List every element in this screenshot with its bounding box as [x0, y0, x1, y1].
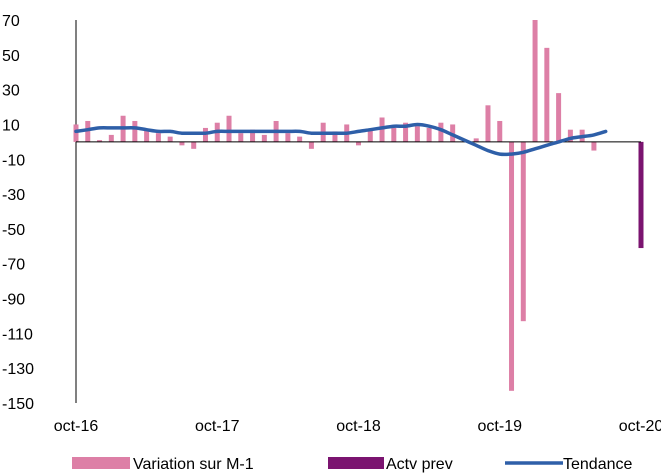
- bar-variation: [356, 141, 361, 146]
- bar-variation: [532, 20, 538, 142]
- x-tick-label: oct-19: [478, 418, 523, 435]
- bar-variation: [332, 131, 338, 142]
- bar-variation: [497, 120, 503, 142]
- bar-variation: [226, 115, 232, 142]
- legend-label: Actv prev: [386, 456, 453, 473]
- x-tick-label: oct-17: [195, 418, 240, 435]
- bar-variation: [73, 124, 79, 142]
- bar-variation: [144, 129, 150, 142]
- y-tick-label: -90: [2, 292, 25, 309]
- bar-variation: [426, 127, 432, 142]
- y-tick-label: 50: [2, 48, 20, 65]
- bar-variation: [238, 133, 244, 142]
- legend-swatch: [72, 457, 130, 469]
- bar-variation: [391, 127, 397, 142]
- bar-variation: [485, 105, 491, 142]
- bar-variation: [403, 122, 409, 142]
- bar-variation: [179, 141, 185, 146]
- bar-variation: [285, 133, 291, 142]
- legend-label: Variation sur M-1: [133, 456, 254, 473]
- bar-actv-prev: [638, 141, 644, 249]
- bar-variation: [108, 134, 114, 142]
- legend-label: Tendance: [563, 456, 632, 473]
- y-tick-label: -10: [2, 152, 25, 169]
- legend-swatch: [328, 457, 384, 469]
- bar-variation: [509, 141, 515, 391]
- y-tick-label: -150: [2, 396, 34, 413]
- bar-variation: [250, 129, 256, 142]
- bar-variation: [167, 136, 173, 142]
- plot-area: 70 50 30 10 -10 -30 -50 -70 -90 -110 -130 -150 oct-1…: [2, 13, 661, 435]
- bar-variation: [520, 141, 526, 322]
- y-tick-label: -50: [2, 222, 25, 239]
- y-tick-label: -30: [2, 187, 25, 204]
- bar-variation: [414, 126, 420, 142]
- y-tick-label: -130: [2, 361, 34, 378]
- bar-variation: [132, 120, 138, 142]
- legend: Variation sur M-1 Actv prev Tendance: [72, 456, 632, 473]
- bar-variation: [567, 129, 573, 142]
- y-tick-label: -70: [2, 257, 25, 274]
- bar-variation: [155, 133, 161, 142]
- trend-line: [74, 122, 608, 157]
- x-tick-label: oct-20: [619, 418, 661, 435]
- y-tick-label: 70: [2, 13, 20, 30]
- bar-variation: [191, 141, 197, 149]
- y-tick-label: -110: [2, 326, 33, 343]
- bar-variation: [473, 138, 479, 142]
- bar-variation: [556, 93, 562, 142]
- bar-variation: [97, 140, 103, 142]
- y-tick-label: 10: [2, 117, 20, 134]
- bar-variation: [367, 129, 373, 142]
- bar-variation: [438, 122, 444, 142]
- x-tick-label: oct-18: [336, 418, 381, 435]
- bar-variation: [544, 47, 550, 142]
- bar-variation: [379, 117, 385, 142]
- bar-variation: [591, 141, 597, 151]
- y-tick-label: 30: [2, 83, 20, 100]
- x-tick-label: oct-16: [54, 418, 99, 435]
- bar-variation: [297, 136, 303, 142]
- bar-variation: [308, 141, 314, 149]
- bar-variation: [261, 134, 267, 142]
